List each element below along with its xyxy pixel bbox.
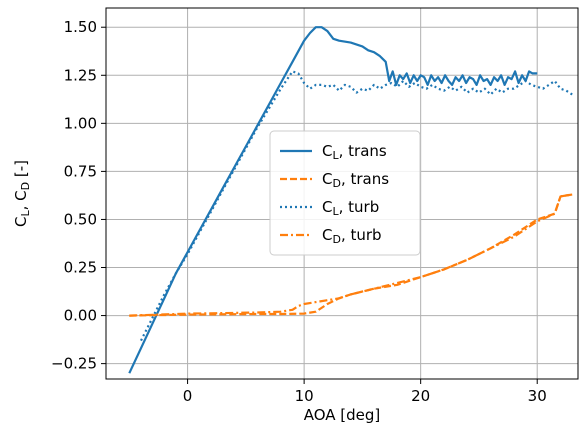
series-layer (128, 26, 573, 374)
ylabel-unit: [-] (12, 160, 30, 182)
x-tick-label: 10 (295, 387, 314, 405)
legend-label-rest: , trans (339, 142, 387, 160)
legend-label-main: C (322, 226, 332, 244)
legend-label-sub: L (332, 205, 339, 218)
legend-label: CD, turb (322, 226, 382, 246)
legend-label-rest: , turb (339, 198, 380, 216)
legend-label-main: C (322, 198, 332, 216)
x-tick-label: 0 (183, 387, 193, 405)
ylabel-c1: C (12, 217, 30, 227)
y-tick-label: −0.25 (51, 355, 97, 373)
series-line-1 (128, 26, 538, 374)
y-axis-label: CL, CD [-] (12, 160, 32, 227)
ylabel-sub-d: D (19, 182, 32, 190)
ylabel-c2: C (12, 190, 30, 200)
y-tick-label: 1.25 (64, 66, 97, 84)
ylabel-sub-l: L (19, 210, 32, 217)
series-line-4 (129, 193, 573, 317)
legend-label-rest: , turb (341, 226, 382, 244)
legend-label: CL, trans (322, 142, 387, 162)
x-axis-label: AOA [deg] (304, 406, 381, 424)
legend-label: CL, turb (322, 198, 379, 218)
y-tick-label: 1.50 (64, 18, 97, 36)
legend-label-sub: L (332, 149, 339, 162)
series-line-2 (129, 193, 573, 317)
legend-box (269, 130, 421, 256)
y-tick-label: 0.00 (64, 307, 97, 325)
ylabel-sep: , (12, 201, 30, 211)
y-tick-label: 0.50 (64, 210, 97, 228)
x-tick-label: 30 (528, 387, 547, 405)
legend-label: CD, trans (322, 170, 389, 190)
legend-label-sub: D (332, 177, 340, 190)
y-tick-label: 0.75 (64, 162, 97, 180)
plot-frame (105, 7, 579, 380)
ticks: 0 10 20 30 −0.25 0.00 0.25 0.50 0.75 1.00 1.25 1.50 (51, 18, 547, 405)
legend-label-rest: , trans (341, 170, 389, 188)
legend-label-main: C (322, 170, 332, 188)
y-tick-label: 1.00 (64, 114, 97, 132)
y-tick-label: 0.25 (64, 259, 97, 277)
series-line-3 (140, 70, 573, 342)
legend-label-sub: D (332, 233, 340, 246)
legend-label-main: C (322, 142, 332, 160)
x-tick-label: 20 (411, 387, 430, 405)
